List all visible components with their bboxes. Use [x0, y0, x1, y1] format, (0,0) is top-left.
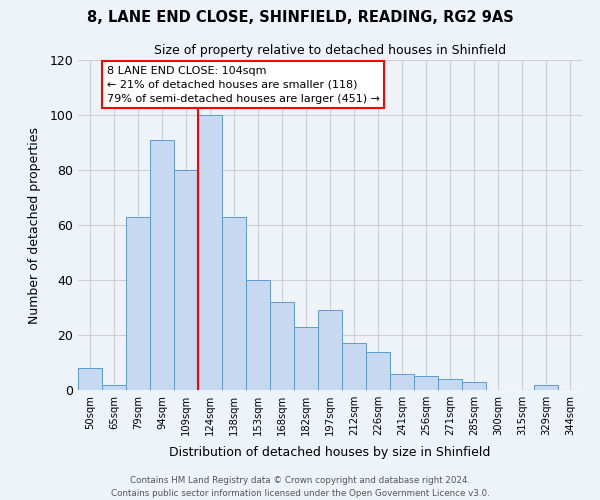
Bar — [342, 343, 366, 390]
Bar — [174, 170, 198, 390]
Bar — [534, 384, 558, 390]
Bar — [414, 376, 438, 390]
Bar — [198, 115, 222, 390]
X-axis label: Distribution of detached houses by size in Shinfield: Distribution of detached houses by size … — [169, 446, 491, 460]
Title: Size of property relative to detached houses in Shinfield: Size of property relative to detached ho… — [154, 44, 506, 58]
Text: 8, LANE END CLOSE, SHINFIELD, READING, RG2 9AS: 8, LANE END CLOSE, SHINFIELD, READING, R… — [86, 10, 514, 25]
Bar — [438, 379, 462, 390]
Bar — [126, 217, 150, 390]
Bar — [222, 217, 246, 390]
Bar — [270, 302, 294, 390]
Y-axis label: Number of detached properties: Number of detached properties — [28, 126, 41, 324]
Bar — [366, 352, 390, 390]
Text: 8 LANE END CLOSE: 104sqm
← 21% of detached houses are smaller (118)
79% of semi-: 8 LANE END CLOSE: 104sqm ← 21% of detach… — [107, 66, 380, 104]
Bar — [462, 382, 486, 390]
Bar — [150, 140, 174, 390]
Bar — [318, 310, 342, 390]
Bar — [246, 280, 270, 390]
Text: Contains HM Land Registry data © Crown copyright and database right 2024.
Contai: Contains HM Land Registry data © Crown c… — [110, 476, 490, 498]
Bar — [390, 374, 414, 390]
Bar — [102, 384, 126, 390]
Bar — [78, 368, 102, 390]
Bar — [294, 327, 318, 390]
